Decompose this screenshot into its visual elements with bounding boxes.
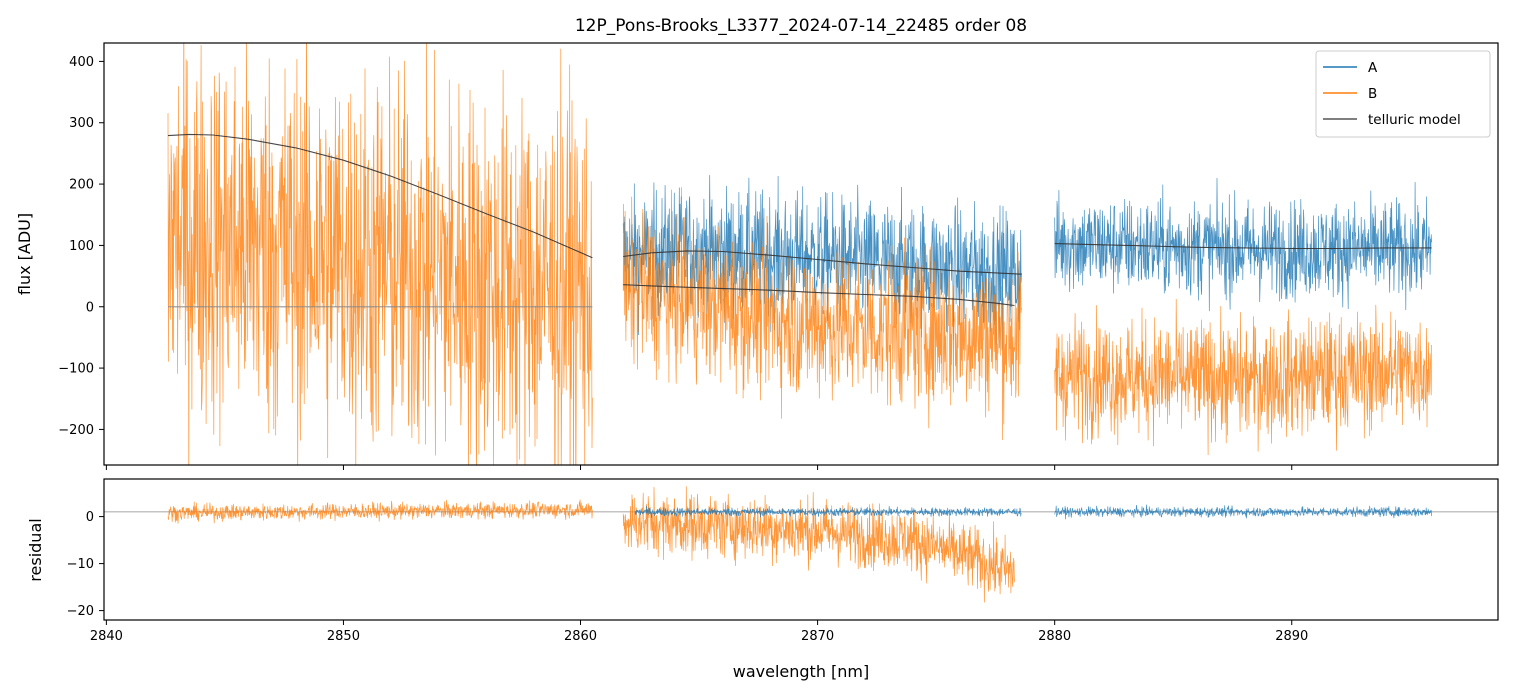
chart-title: 12P_Pons-Brooks_L3377_2024-07-14_22485 o…: [575, 16, 1027, 36]
flux-y-axis-label: flux [ADU]: [15, 213, 34, 295]
flux-y-tick-label: 400: [69, 55, 94, 70]
residual-y-tick-label: 0: [86, 510, 94, 525]
flux-series-telluric-model-segment-4: [1054, 243, 1432, 250]
residual-y-tick-label: −20: [67, 604, 94, 619]
residual-panel-frame: [103, 478, 1499, 621]
legend-box: [1315, 50, 1491, 138]
flux-series-telluric-model-segment-2: [623, 250, 1022, 275]
flux-series-b-segment-1: [167, 43, 593, 465]
legend-label-b: B: [1368, 86, 1377, 102]
residual-series-b-segment-1: [167, 499, 593, 524]
flux-y-tick-label: 200: [69, 178, 94, 193]
flux-series-b-segment-3: [1054, 298, 1432, 456]
x-tick-label: 2850: [327, 629, 360, 644]
x-tick-label: 2860: [564, 629, 597, 644]
x-axis-label: wavelength [nm]: [733, 662, 870, 681]
residual-y-tick-label: −10: [67, 557, 94, 572]
residual-series-b-segment-2: [622, 486, 1015, 603]
flux-panel: −200 −100 0 100 200 300 400 flux [ADU] A B tel…: [15, 42, 1499, 470]
flux-y-tick-label: −100: [58, 362, 94, 377]
flux-series-b-segment-2: [622, 187, 1022, 441]
x-tick-label: 2890: [1275, 629, 1308, 644]
residual-series-a-segment-2: [1054, 504, 1432, 520]
legend-label-telluric: telluric model: [1368, 112, 1461, 128]
residual-y-axis-label: residual: [26, 518, 45, 581]
x-tick-label: 2870: [801, 629, 834, 644]
flux-series-telluric-model-segment-1: [167, 133, 593, 259]
x-tick-label: 2880: [1038, 629, 1071, 644]
flux-series-telluric-model-segment-3: [623, 284, 1015, 307]
flux-y-tick-label: 0: [86, 300, 94, 315]
legend: A B telluric model: [1315, 50, 1491, 138]
flux-y-tick-label: 300: [69, 116, 94, 131]
residual-panel: −20 −10 0 2840 2850 2860 2870 2880 2890 residua…: [26, 478, 1499, 681]
flux-series-a-segment-1: [622, 174, 1022, 349]
flux-series-a-segment-2: [1054, 177, 1432, 312]
legend-label-a: A: [1368, 60, 1378, 76]
x-tick-label: 2840: [90, 629, 123, 644]
flux-y-tick-label: 100: [69, 239, 94, 254]
flux-panel-frame: [103, 42, 1499, 466]
residual-series-a-segment-1: [634, 505, 1022, 518]
flux-y-tick-label: −200: [58, 423, 94, 438]
